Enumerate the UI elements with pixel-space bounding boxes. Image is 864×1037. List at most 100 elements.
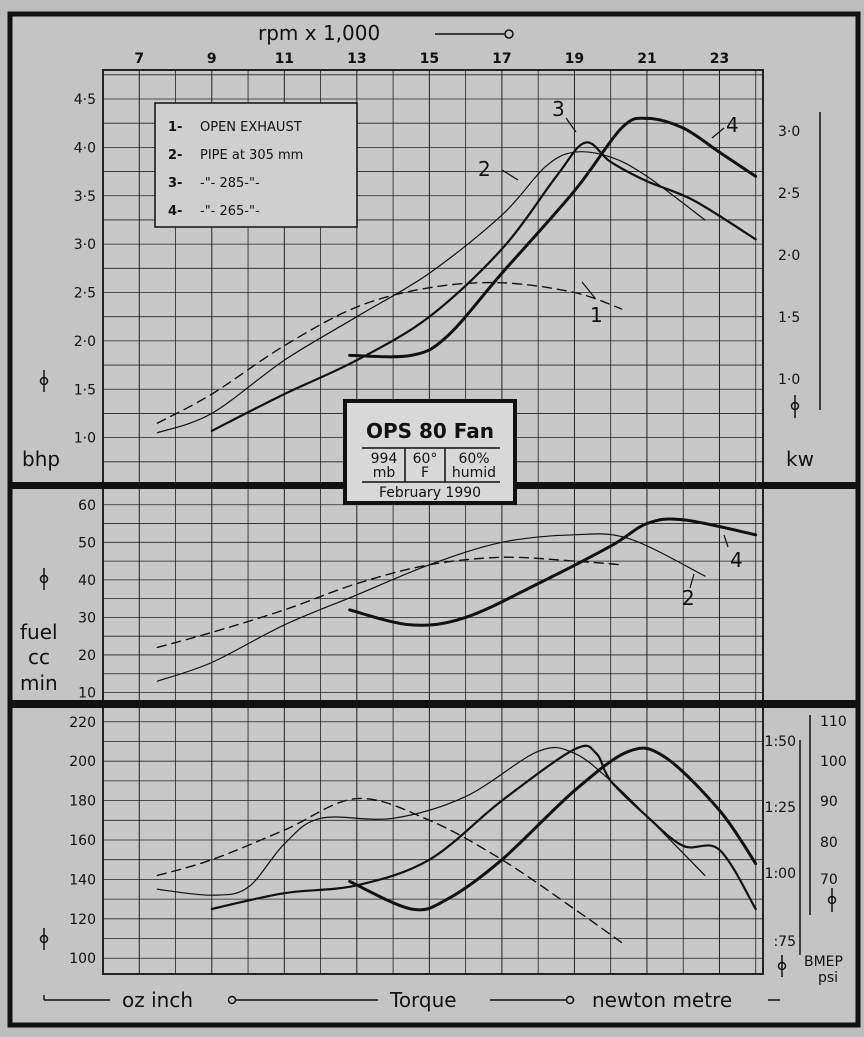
axis-marker-icons — [39, 370, 837, 977]
y-tick-label: 3·5 — [74, 189, 96, 205]
legend-text: -"- 285-"- — [200, 176, 260, 191]
torque-right-tick-label: 1:25 — [765, 800, 796, 816]
legend-key: 4- — [168, 204, 182, 219]
torque-right-tick-label: 1:50 — [765, 734, 796, 750]
fuel-series-1 — [156, 556, 623, 649]
caption-torque: Torque — [389, 988, 457, 1012]
bmep-tick-label: 90 — [820, 794, 838, 810]
y-tick-label: 60 — [78, 498, 96, 514]
power-axis-label: bhp — [22, 447, 60, 471]
y-tick-label: 200 — [69, 754, 96, 770]
chart-title: OPS 80 Fan — [366, 419, 494, 443]
fuel-series-2 — [156, 533, 706, 682]
x-tick-label: 13 — [347, 51, 366, 67]
power-series-3 — [210, 141, 757, 432]
bmep-tick-label: 70 — [820, 872, 838, 888]
power-series-4 — [348, 116, 758, 359]
y-tick-label: 4·5 — [74, 92, 96, 108]
legend-text: -"- 265-"- — [200, 204, 260, 219]
x-tick-label: 23 — [710, 51, 729, 67]
curve-label-2-top: 2 — [478, 157, 491, 181]
curve-label-4-mid: 4 — [730, 548, 743, 572]
curve-label-4-top: 4 — [726, 113, 739, 137]
caption-marker-2 — [565, 995, 575, 1005]
y-tick-label: 120 — [69, 912, 96, 928]
separator-bar-bottom — [10, 700, 858, 708]
x-tick-label: 15 — [420, 51, 439, 67]
legend-text: OPEN EXHAUST — [200, 120, 302, 135]
y-tick-label: 30 — [78, 610, 96, 626]
bmep-tick-label: 80 — [820, 835, 838, 851]
kw-tick-label: 2·0 — [778, 248, 800, 264]
torque-right-tick-label: 1:00 — [765, 866, 796, 882]
curve-labels: 1 2 3 4 2 4 — [478, 97, 743, 610]
y-tick-label: 100 — [69, 951, 96, 967]
kw-tick-label: 1·0 — [778, 372, 800, 388]
x-axis-title: rpm x 1,000 — [258, 21, 380, 45]
bmep-tick-label: 100 — [820, 754, 847, 770]
y-tick-label: 160 — [69, 833, 96, 849]
y-tick-label: 2·5 — [74, 286, 96, 302]
x-tick-label: 11 — [275, 51, 294, 67]
legend: 1- OPEN EXHAUST 2- PIPE at 305 mm 3- -"- 285-… — [154, 102, 358, 228]
cond-pressure-unit: mb — [373, 465, 396, 481]
y-tick-labels: 1·0 1·5 2·0 2·5 3·0 3·5 4·0 4·5 10 20 30 40 50 60 100 1… — [69, 92, 96, 967]
curve-label-leaders — [501, 117, 729, 589]
x-tick-label: 21 — [637, 51, 656, 67]
legend-box — [154, 102, 358, 228]
curve-label-1-top: 1 — [590, 303, 603, 327]
kw-tick-label: 3·0 — [778, 124, 800, 140]
torque-series-3 — [210, 744, 757, 911]
x-tick-label: 7 — [134, 51, 144, 67]
caption-marker-1 — [227, 995, 237, 1005]
torque-series-4 — [348, 746, 758, 912]
fuel-axis-label-3: min — [20, 671, 58, 695]
series-lines — [156, 116, 758, 944]
caption-newton-metre: newton metre — [592, 988, 732, 1012]
curve-label-2-mid: 2 — [682, 586, 695, 610]
y-tick-label: 10 — [78, 685, 96, 701]
kw-tick-label: 2·5 — [778, 186, 800, 202]
bmep-label: BMEP — [804, 954, 843, 970]
fuel-series-4 — [348, 517, 758, 627]
y-tick-label: 4·0 — [74, 140, 96, 156]
y-tick-label: 20 — [78, 648, 96, 664]
power-series-1 — [156, 281, 623, 424]
y-tick-label: 2·0 — [74, 334, 96, 350]
y-tick-label: 180 — [69, 794, 96, 810]
cond-temp: 60° — [413, 451, 438, 467]
bmep-label-2: psi — [818, 970, 838, 986]
cond-date: February 1990 — [379, 485, 481, 501]
y-tick-label: 40 — [78, 573, 96, 589]
right-scale-labels: 1·0 1·5 2·0 2·5 3·0 :75 1:00 1:25 1:50 70 80 90 100 1… — [765, 124, 847, 950]
y-tick-label: 220 — [69, 715, 96, 731]
title-box: OPS 80 Fan 994 mb 60° F 60% humid Februa… — [343, 399, 517, 505]
cond-humidity: 60% — [458, 451, 489, 467]
x-tick-labels: 7 9 11 13 15 17 19 21 23 — [134, 51, 729, 67]
fuel-axis-label: fuel — [20, 620, 58, 644]
fuel-axis-label-2: cc — [28, 645, 50, 669]
x-tick-label: 9 — [207, 51, 217, 67]
torque-series-1 — [156, 797, 623, 944]
power-right-axis-label: kw — [786, 447, 814, 471]
curve-label-3-top: 3 — [552, 97, 565, 121]
legend-key: 1- — [168, 120, 182, 135]
legend-key: 2- — [168, 148, 182, 163]
x-tick-label: 17 — [492, 51, 511, 67]
y-tick-label: 1·0 — [74, 431, 96, 447]
y-tick-label: 50 — [78, 535, 96, 551]
y-tick-label: 1·5 — [74, 382, 96, 398]
legend-key: 3- — [168, 176, 182, 191]
caption-oz-inch: oz inch — [122, 988, 193, 1012]
kw-tick-label: 1·5 — [778, 310, 800, 326]
legend-text: PIPE at 305 mm — [200, 148, 303, 163]
cond-humidity-unit: humid — [452, 465, 496, 481]
torque-right-tick-label: :75 — [773, 934, 796, 950]
cond-pressure: 994 — [371, 451, 398, 467]
bmep-tick-label: 110 — [820, 714, 847, 730]
x-tick-label: 19 — [565, 51, 584, 67]
x-axis-title-arrow-tip — [504, 29, 514, 39]
power-series-2 — [156, 151, 706, 434]
y-tick-label: 3·0 — [74, 237, 96, 253]
